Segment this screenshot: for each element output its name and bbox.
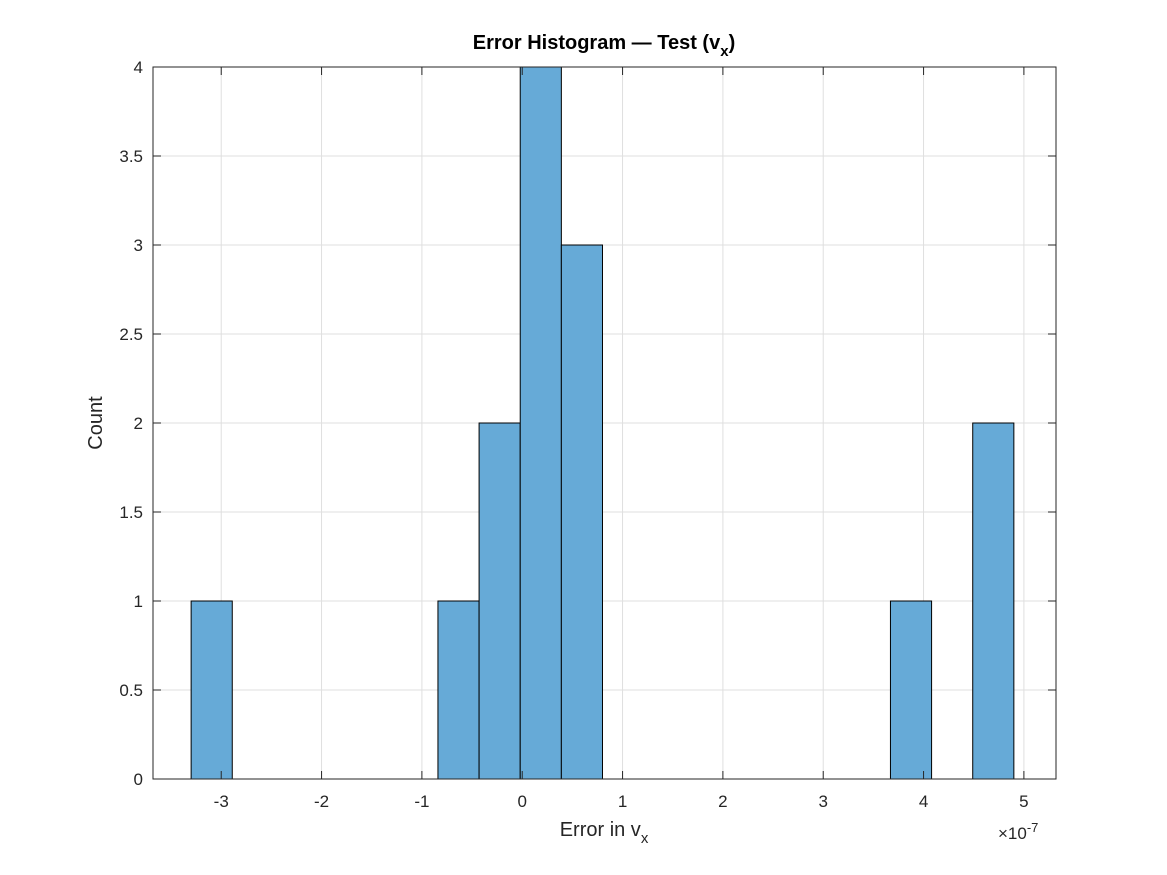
y-tick-label-6: 3 bbox=[134, 236, 143, 255]
y-tick-label-8: 4 bbox=[134, 58, 143, 77]
y-tick-label-1: 0.5 bbox=[119, 681, 143, 700]
x-tick-label-6: 3 bbox=[818, 792, 827, 811]
x-tick-label-3: 0 bbox=[517, 792, 526, 811]
x-tick-label-0: -3 bbox=[214, 792, 229, 811]
histogram-bar-0 bbox=[190, 600, 233, 780]
y-tick-label-0: 0 bbox=[134, 770, 143, 789]
axis-ticks bbox=[153, 66, 1056, 780]
histogram-bar-5 bbox=[889, 600, 933, 780]
x-tick-label-5: 2 bbox=[718, 792, 727, 811]
chart-title: Error Histogram — Test (vx) bbox=[473, 32, 735, 60]
x-tick-labels: -3 -2 -1 0 1 2 3 4 5 bbox=[214, 792, 1029, 811]
x-axis-exponent-power: -7 bbox=[1027, 820, 1039, 835]
x-axis-exponent: ×10-7 bbox=[998, 820, 1038, 843]
x-axis-label-subscript: x bbox=[641, 830, 649, 847]
y-tick-label-5: 2.5 bbox=[119, 325, 143, 344]
x-tick-label-4: 1 bbox=[618, 792, 627, 811]
histogram-bar-1 bbox=[437, 600, 480, 780]
x-tick-label-7: 4 bbox=[919, 792, 928, 811]
y-tick-labels: 0 0.5 1 1.5 2 2.5 3 3.5 4 bbox=[119, 58, 143, 789]
histogram-bars bbox=[190, 66, 1015, 780]
y-axis-label: Count bbox=[85, 396, 107, 450]
x-tick-label-2: -1 bbox=[414, 792, 429, 811]
x-tick-label-1: -2 bbox=[314, 792, 329, 811]
histogram-bar-2 bbox=[478, 422, 521, 780]
x-tick-label-8: 5 bbox=[1019, 792, 1028, 811]
y-tick-label-7: 3.5 bbox=[119, 147, 143, 166]
title-subscript: x bbox=[720, 43, 729, 60]
histogram-bar-6 bbox=[972, 422, 1015, 780]
histogram-bar-3 bbox=[519, 66, 562, 780]
y-tick-label-3: 1.5 bbox=[119, 503, 143, 522]
y-tick-label-2: 1 bbox=[134, 592, 143, 611]
y-tick-label-4: 2 bbox=[134, 414, 143, 433]
x-axis-label: Error in vx bbox=[560, 819, 649, 847]
histogram-bar-4 bbox=[560, 244, 603, 780]
